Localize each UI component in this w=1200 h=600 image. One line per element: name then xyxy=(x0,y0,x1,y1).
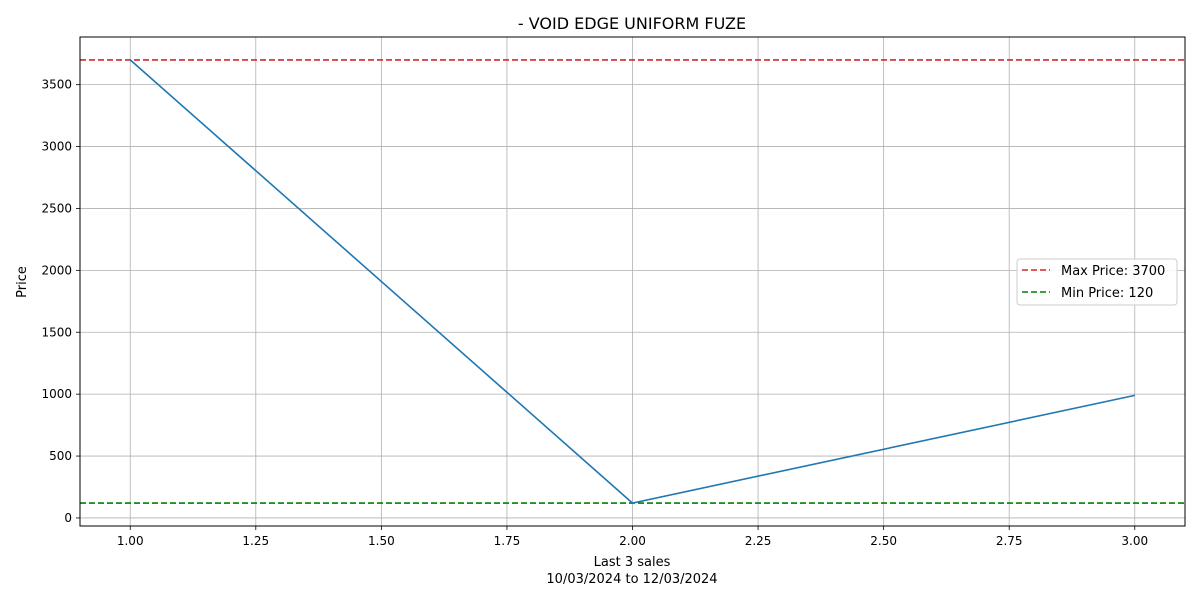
x-axis-ticks: 1.00 1.25 1.50 1.75 2.00 2.25 2.50 2.75 3.00 xyxy=(117,526,1148,548)
legend: Max Price: 3700 Min Price: 120 xyxy=(1016,258,1178,306)
x-axis-label: Last 3 sales xyxy=(594,555,671,570)
y-tick-label: 1500 xyxy=(41,325,72,339)
legend-label-min: Min Price: 120 xyxy=(1061,286,1153,301)
legend-label-max: Max Price: 3700 xyxy=(1061,264,1165,279)
y-tick-label: 2500 xyxy=(41,201,72,215)
y-tick-label: 1000 xyxy=(41,387,72,401)
y-tick-label: 3500 xyxy=(41,78,72,92)
chart-title: - VOID EDGE UNIFORM FUZE xyxy=(518,14,746,33)
y-tick-label: 500 xyxy=(49,449,72,463)
grid xyxy=(80,37,1185,526)
legend-box xyxy=(1016,258,1178,306)
x-tick-label: 1.50 xyxy=(368,534,395,548)
x-tick-label: 2.75 xyxy=(996,534,1023,548)
price-series-line xyxy=(129,59,1135,504)
y-axis-ticks: 0 500 1000 1500 2000 2500 3000 3500 xyxy=(41,78,80,525)
x-tick-label: 2.25 xyxy=(745,534,772,548)
y-tick-label: 0 xyxy=(64,511,72,525)
x-tick-label: 3.00 xyxy=(1121,534,1148,548)
x-tick-label: 1.25 xyxy=(242,534,269,548)
x-tick-label: 1.75 xyxy=(494,534,521,548)
x-tick-label: 1.00 xyxy=(117,534,144,548)
x-axis-date-range: 10/03/2024 to 12/03/2024 xyxy=(546,572,717,587)
x-tick-label: 2.50 xyxy=(870,534,897,548)
x-tick-label: 2.00 xyxy=(619,534,646,548)
y-tick-label: 3000 xyxy=(41,140,72,154)
y-axis-label: Price xyxy=(15,266,30,298)
series xyxy=(129,59,1135,504)
y-tick-label: 2000 xyxy=(41,263,72,277)
